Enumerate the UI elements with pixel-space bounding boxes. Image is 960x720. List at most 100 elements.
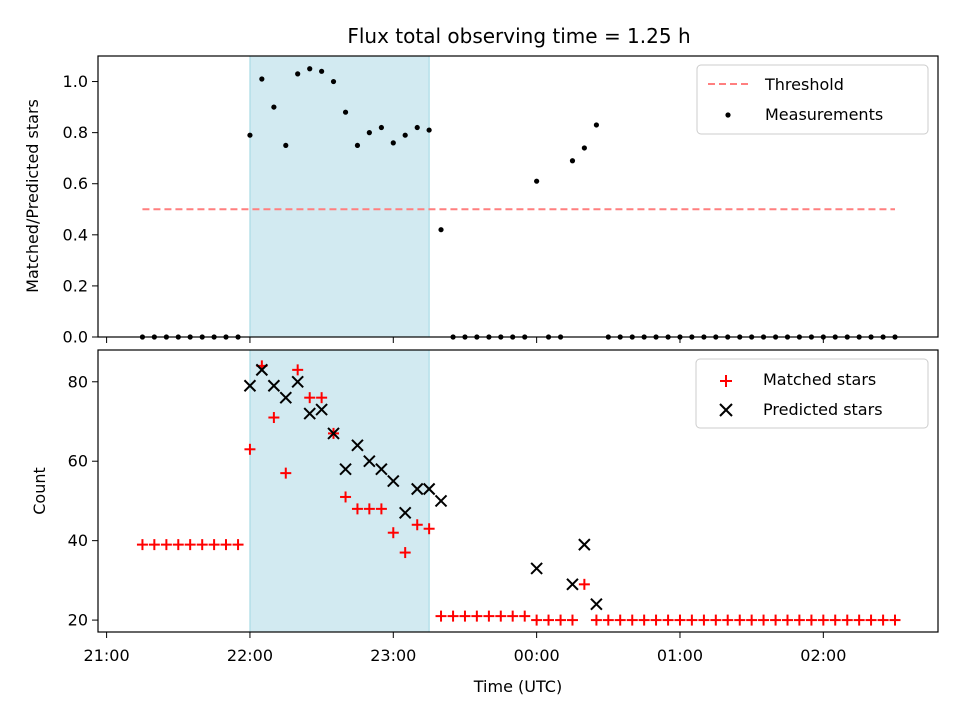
- measurement-point: [259, 76, 265, 82]
- top-y-tick-label: 0.8: [63, 123, 88, 142]
- matched-star-marker: [662, 614, 674, 626]
- x-tick-label: 02:00: [800, 646, 846, 665]
- predicted-star-marker: [279, 391, 292, 404]
- predicted-star-marker: [351, 439, 364, 452]
- matched-star-marker: [292, 364, 304, 376]
- top-y-tick-label: 0.4: [63, 225, 88, 244]
- matched-star-marker: [638, 614, 650, 626]
- matched-star-marker: [280, 467, 292, 479]
- measurement-point: [295, 71, 301, 77]
- predicted-star-marker: [411, 482, 424, 496]
- matched-star-marker: [829, 614, 841, 626]
- matched-star-marker: [889, 614, 901, 626]
- matched-star-marker: [304, 392, 316, 404]
- bot-y-tick-label: 60: [68, 452, 88, 471]
- predicted-star-marker: [339, 462, 352, 476]
- matched-star-marker: [578, 578, 590, 590]
- predicted-star-marker: [398, 506, 412, 520]
- top-legend-box: [696, 64, 929, 135]
- measurement-point: [247, 132, 253, 138]
- matched-star-marker: [471, 610, 483, 622]
- bottom-legend: Matched stars Predicted stars: [695, 358, 929, 429]
- top-y-tick-label: 0.2: [63, 276, 88, 295]
- matched-star-marker: [363, 503, 375, 515]
- bot-y-tick-label: 20: [68, 611, 88, 630]
- matched-star-marker: [423, 523, 435, 535]
- matched-star-marker: [841, 614, 853, 626]
- matched-star-marker: [817, 614, 829, 626]
- matched-star-marker: [136, 539, 148, 551]
- predicted-star-marker: [566, 578, 579, 591]
- matched-star-marker: [602, 614, 614, 626]
- predicted-star-marker: [422, 482, 436, 496]
- bot-y-tick-label: 80: [68, 372, 88, 391]
- matched-star-marker: [196, 539, 208, 551]
- matched-star-marker: [674, 614, 686, 626]
- x-tick-label: 01:00: [657, 646, 703, 665]
- x-tick-label: 21:00: [84, 646, 130, 665]
- measurement-point: [426, 127, 432, 133]
- matched-star-marker: [746, 614, 758, 626]
- predicted-star-marker: [315, 403, 328, 416]
- predicted-star-marker: [303, 407, 316, 420]
- matched-star-marker: [698, 614, 710, 626]
- matched-star-marker: [340, 491, 352, 503]
- measurement-point: [330, 78, 337, 85]
- matched-star-marker: [411, 519, 423, 531]
- matched-star-marker: [626, 614, 638, 626]
- bottom-highlight-span: [249, 349, 430, 633]
- matched-star-marker: [399, 547, 411, 559]
- matched-star-marker: [316, 392, 328, 404]
- matched-star-marker: [758, 614, 770, 626]
- matched-star-marker: [543, 614, 555, 626]
- matched-star-marker: [184, 539, 196, 551]
- predicted-star-marker: [387, 474, 400, 488]
- measurement-point: [390, 140, 396, 146]
- matched-star-marker: [877, 614, 889, 626]
- matched-star-marker: [805, 614, 817, 626]
- measurement-point: [307, 66, 313, 72]
- predicted-star-marker: [327, 427, 340, 440]
- measurement-point: [354, 142, 361, 149]
- legend-matched-label: Matched stars: [763, 370, 876, 389]
- bottom-legend-box: [695, 358, 929, 429]
- matched-star-marker: [566, 614, 578, 626]
- x-axis-label: Time (UTC): [473, 677, 562, 696]
- matched-star-marker: [710, 614, 722, 626]
- matched-star-marker: [387, 527, 399, 539]
- predicted-star-marker: [375, 462, 388, 476]
- legend-predicted-swatch: [719, 403, 733, 417]
- top-y-tick-label: 0.0: [63, 328, 88, 347]
- predicted-star-marker: [434, 494, 448, 508]
- bottom-y-axis-label: Count: [30, 467, 49, 515]
- matched-star-marker: [483, 610, 495, 622]
- matched-star-marker: [650, 614, 662, 626]
- legend-measurements-swatch: [725, 112, 731, 118]
- matched-star-marker: [531, 614, 543, 626]
- matched-star-marker: [160, 539, 172, 551]
- predicted-star-marker: [530, 562, 543, 575]
- matched-star-marker: [853, 614, 865, 626]
- top-y-axis-label: Matched/Predicted stars: [23, 99, 42, 293]
- matched-star-marker: [590, 614, 602, 626]
- matched-star-marker: [781, 614, 793, 626]
- top-panel: 0.0 0.2 0.4 0.6 0.8 1.0 Matched/Predicted sta…: [23, 55, 939, 347]
- top-y-tick-label: 1.0: [63, 72, 88, 91]
- predicted-star-marker: [243, 379, 257, 392]
- matched-star-marker: [614, 614, 626, 626]
- matched-star-marker: [865, 614, 877, 626]
- legend-matched-swatch: [720, 375, 732, 387]
- measurement-point: [271, 104, 277, 110]
- x-tick-label: 23:00: [370, 646, 416, 665]
- matched-star-marker: [435, 610, 447, 622]
- top-highlight-span: [249, 55, 430, 338]
- bot-y-tick-label: 40: [68, 531, 88, 550]
- predicted-star-marker: [291, 375, 304, 388]
- matched-star-marker: [459, 610, 471, 622]
- top-legend: Threshold Measurements: [696, 64, 929, 135]
- matched-star-marker: [507, 610, 519, 622]
- matched-star-marker: [375, 503, 387, 515]
- matched-star-marker: [351, 503, 363, 515]
